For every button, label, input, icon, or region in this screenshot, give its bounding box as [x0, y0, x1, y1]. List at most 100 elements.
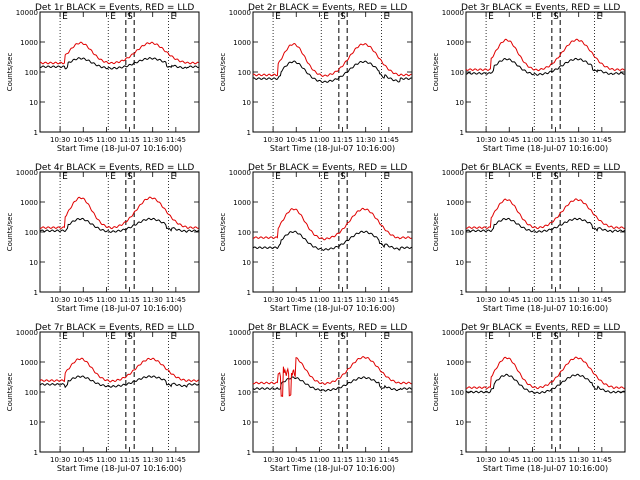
- eclipse-label: E: [275, 172, 281, 182]
- saa-label: S: [340, 172, 346, 182]
- y-tick-label: 10000: [229, 169, 251, 177]
- y-tick-label: 1: [247, 289, 251, 297]
- panel-title: Det 4r BLACK = Events, RED = LLD: [35, 163, 194, 173]
- x-tick-label: 11:15: [545, 456, 565, 464]
- eclipse-label: E: [62, 172, 68, 182]
- x-tick-label: 11:00: [309, 456, 329, 464]
- eclipse-label: E: [62, 332, 68, 342]
- y-tick-label: 10: [455, 259, 464, 267]
- y-axis-label: Counts/sec: [432, 53, 440, 92]
- eclipse-label: E: [62, 12, 68, 22]
- x-axis-label: Start Time (18-Jul-07 10:16:00): [483, 464, 608, 473]
- lld-series-line: [252, 356, 412, 398]
- x-tick-label: 11:30: [143, 296, 163, 304]
- x-axis-label: Start Time (18-Jul-07 10:16:00): [57, 464, 182, 473]
- eclipse-label: E: [596, 12, 602, 22]
- events-series-line: [252, 376, 412, 392]
- y-tick-label: 100: [25, 69, 38, 77]
- y-tick-label: 1: [34, 129, 38, 137]
- y-tick-label: 10000: [16, 329, 38, 337]
- plot-frame: [39, 171, 200, 293]
- y-tick-label: 10000: [16, 169, 38, 177]
- y-tick-label: 1: [460, 289, 464, 297]
- panel-title: Det 3r BLACK = Events, RED = LLD: [461, 3, 620, 13]
- y-tick-label: 100: [238, 389, 251, 397]
- eclipse-label: E: [536, 332, 542, 342]
- x-tick-label: 10:45: [499, 296, 519, 304]
- x-tick-label: 11:00: [96, 296, 116, 304]
- x-tick-label: 11:00: [96, 456, 116, 464]
- y-tick-label: 100: [238, 229, 251, 237]
- eclipse-label: E: [596, 172, 602, 182]
- x-tick-label: 11:00: [96, 136, 116, 144]
- y-tick-label: 1000: [446, 199, 464, 207]
- x-tick-label: 11:00: [309, 296, 329, 304]
- x-axis-label: Start Time (18-Jul-07 10:16:00): [483, 144, 608, 153]
- y-tick-label: 100: [451, 389, 464, 397]
- x-tick-label: 11:15: [332, 136, 352, 144]
- lld-series-line: [252, 207, 412, 241]
- x-tick-label: 10:30: [50, 296, 70, 304]
- y-axis-label: Counts/sec: [6, 373, 14, 412]
- y-tick-label: 10000: [229, 9, 251, 17]
- eclipse-label: E: [323, 12, 329, 22]
- x-tick-label: 11:45: [166, 456, 186, 464]
- y-tick-label: 10: [455, 419, 464, 427]
- y-tick-label: 10: [242, 259, 251, 267]
- x-tick-label: 11:45: [166, 136, 186, 144]
- y-tick-label: 10: [455, 99, 464, 107]
- lld-series-line: [39, 357, 199, 383]
- events-series-line: [39, 375, 199, 389]
- y-tick-label: 10: [242, 419, 251, 427]
- x-axis-label: Start Time (18-Jul-07 10:16:00): [483, 304, 608, 313]
- saa-label: S: [127, 172, 133, 182]
- y-axis-label: Counts/sec: [219, 53, 227, 92]
- plot-frame: [252, 11, 413, 133]
- saa-label: S: [127, 12, 133, 22]
- eclipse-label: E: [596, 332, 602, 342]
- eclipse-label: E: [383, 12, 389, 22]
- y-tick-label: 1: [247, 449, 251, 457]
- x-axis-label: Start Time (18-Jul-07 10:16:00): [57, 304, 182, 313]
- x-axis-label: Start Time (18-Jul-07 10:16:00): [270, 464, 395, 473]
- x-tick-label: 11:15: [332, 456, 352, 464]
- events-series-line: [466, 57, 625, 76]
- eclipse-label: E: [536, 12, 542, 22]
- y-tick-label: 10: [242, 99, 251, 107]
- events-series-line: [39, 217, 199, 233]
- eclipse-label: E: [275, 332, 281, 342]
- x-tick-label: 11:15: [119, 296, 139, 304]
- lld-series-line: [465, 198, 625, 230]
- panel-title: Det 2r BLACK = Events, RED = LLD: [248, 3, 407, 13]
- y-tick-label: 1000: [233, 359, 251, 367]
- plot-frame: [39, 11, 200, 133]
- x-tick-label: 11:30: [569, 136, 589, 144]
- x-tick-label: 11:45: [379, 136, 399, 144]
- saa-label: S: [340, 332, 346, 342]
- x-tick-label: 11:15: [119, 136, 139, 144]
- lld-series-line: [252, 42, 412, 77]
- y-axis-label: Counts/sec: [432, 373, 440, 412]
- lld-series-line: [465, 356, 625, 390]
- eclipse-label: E: [536, 172, 542, 182]
- events-series-line: [252, 230, 412, 251]
- eclipse-label: E: [110, 332, 116, 342]
- x-tick-label: 10:45: [73, 136, 93, 144]
- plot-frame: [465, 11, 626, 133]
- y-tick-label: 100: [451, 69, 464, 77]
- x-tick-label: 11:30: [143, 136, 163, 144]
- y-tick-label: 1: [247, 129, 251, 137]
- x-tick-label: 10:30: [50, 136, 70, 144]
- plot-frame: [39, 331, 200, 453]
- x-tick-label: 11:45: [592, 456, 612, 464]
- saa-label: S: [553, 332, 559, 342]
- eclipse-label: E: [488, 172, 494, 182]
- x-tick-label: 11:00: [522, 296, 542, 304]
- x-tick-label: 10:45: [499, 136, 519, 144]
- y-tick-label: 1000: [233, 39, 251, 47]
- x-tick-label: 11:30: [356, 136, 376, 144]
- saa-label: S: [553, 12, 559, 22]
- panel-det-7: Det 7r BLACK = Events, RED = LLD 1 10 100 10…: [6, 323, 200, 473]
- x-tick-label: 11:15: [119, 456, 139, 464]
